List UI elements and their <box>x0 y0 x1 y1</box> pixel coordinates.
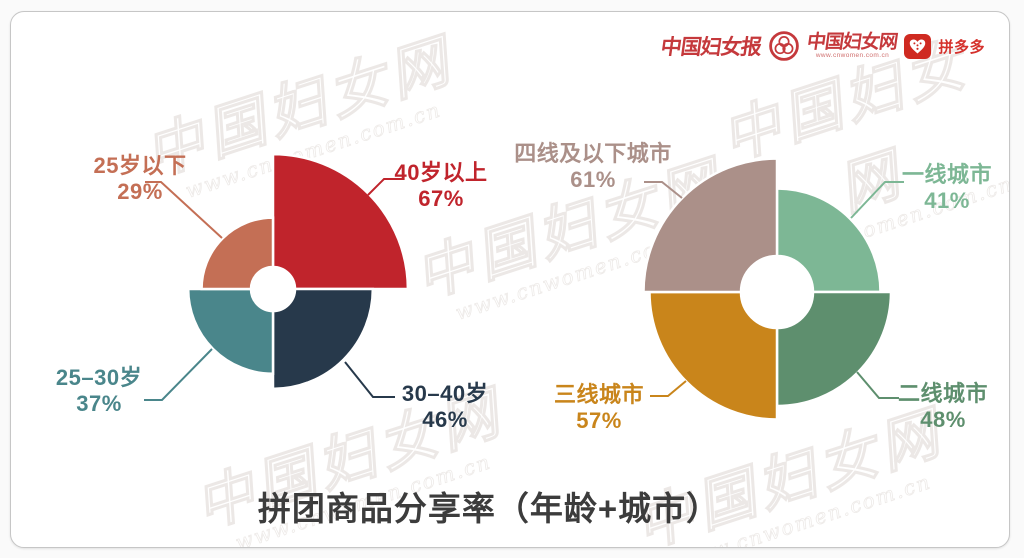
rose-segment <box>271 152 410 291</box>
donut-hole <box>251 267 295 311</box>
pinduoduo-logo-text: 拼多多 <box>938 38 985 56</box>
segment-leader-line <box>856 371 899 399</box>
donut-hole <box>741 256 813 328</box>
segment-leader-line <box>644 181 683 199</box>
segment-leader-line <box>650 380 687 397</box>
header-logos: 中国妇女报 中国妇女网 www.cnwomen.com.cn 拼多多 <box>659 30 985 62</box>
pinduoduo-heart-icon <box>904 33 932 59</box>
rose-charts-canvas <box>144 152 904 421</box>
segment-leader-line <box>344 361 395 398</box>
cnwomen-paper-logo: 中国妇女报 <box>659 34 764 59</box>
cnwomen-web-logo-name: 中国妇女网 <box>805 30 900 53</box>
segment-leader-line <box>144 348 213 401</box>
segment-leader-line <box>145 181 223 239</box>
infographic-card: 中国妇女网 www.cnwomen.com.cn 中国妇女网 www.cnwom… <box>10 11 1010 548</box>
cnwomen-web-logo-url: www.cnwomen.com.cn <box>815 51 890 59</box>
segment-leader-line <box>850 181 904 219</box>
cnwomen-web-logo: 中国妇女网 www.cnwomen.com.cn <box>805 30 900 60</box>
segment-leader-line <box>367 178 402 196</box>
cnwomen-emblem-icon <box>769 31 800 61</box>
chart-title: 拼团商品分享率（年龄+城市） <box>257 490 721 527</box>
